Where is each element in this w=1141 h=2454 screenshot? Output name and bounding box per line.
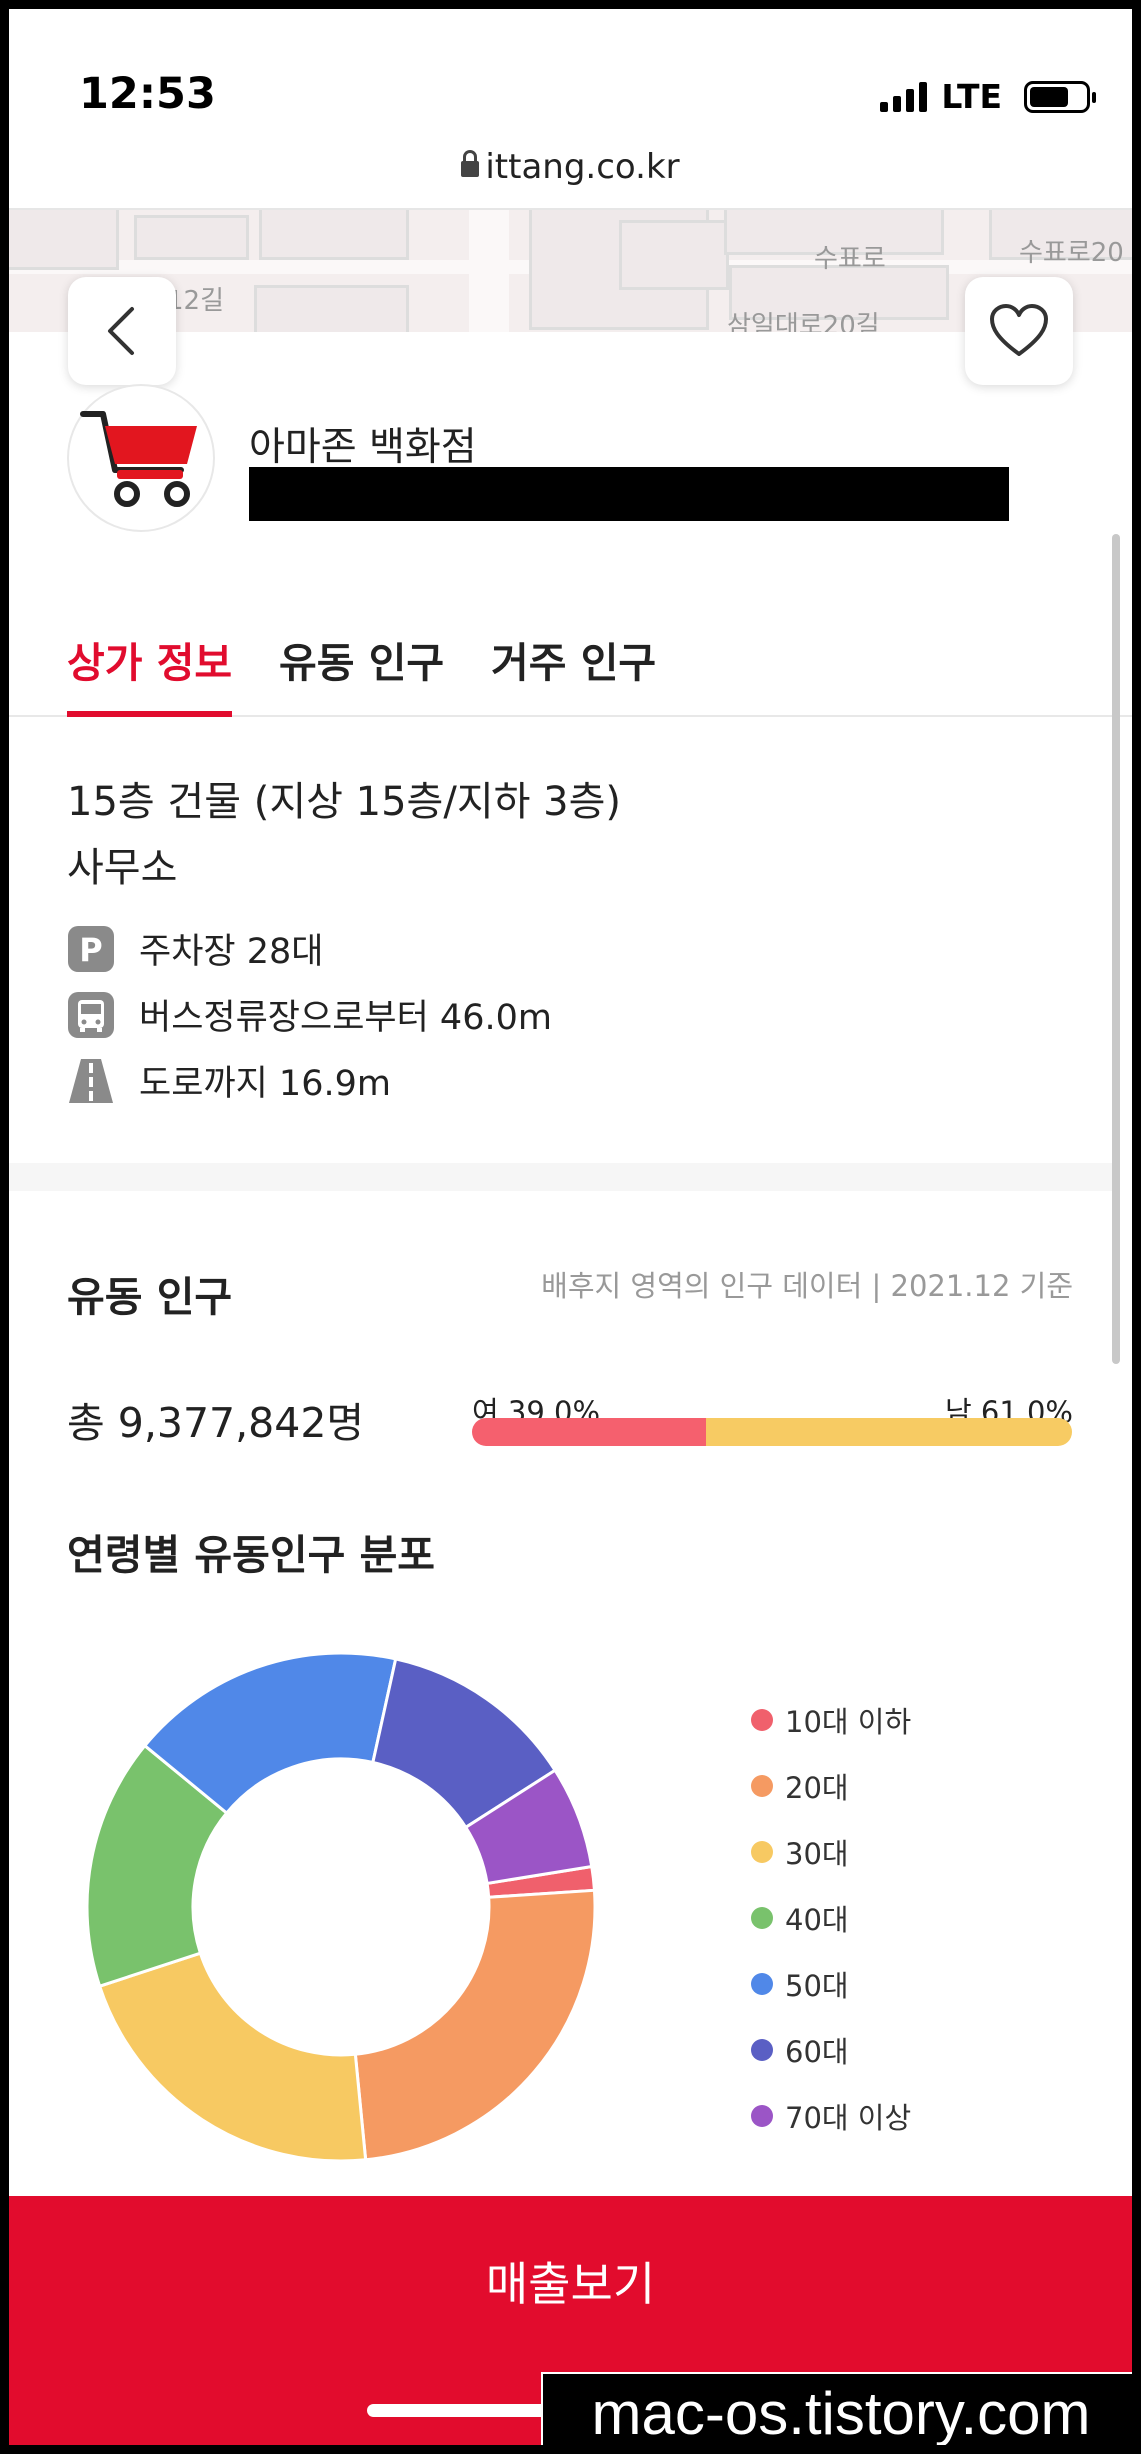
legend-item: 20대 [751,1765,849,1807]
svg-text:P: P [79,931,102,969]
battery-icon [1024,80,1096,113]
male-bar-segment [706,1418,1072,1446]
parking-icon: P [67,925,115,973]
redacted-address [249,467,1009,521]
legend-label: 10대 이하 [785,1705,912,1739]
address-bar[interactable]: ittang.co.kr [9,147,1132,187]
tab-resident-population[interactable]: 거주 인구 [491,639,657,687]
age-donut-chart [85,1651,597,2163]
active-tab-indicator [67,711,232,717]
map-view[interactable]: 12길 수표로 수표로20 삼일대로20길 [9,210,1132,332]
heart-icon [990,304,1048,356]
bus-icon [67,991,115,1039]
legend-label: 30대 [785,1837,849,1871]
road-text: 도로까지 16.9m [139,1064,391,1104]
phone-screen: 12:53 LTE ittang.co.kr 12길 수표로 수표로20 삼일대… [9,9,1132,2445]
back-button[interactable] [68,277,176,385]
feature-road: 도로까지 16.9m [67,1055,391,1106]
legend-item: 70대 이상 [751,2095,911,2137]
donut-slice-3 [97,1951,368,2163]
status-indicators: LTE [880,77,1096,116]
status-bar: 12:53 LTE [9,9,1132,149]
tab-bar: 상가 정보 유동 인구 거주 인구 [9,619,1132,717]
store-name: 아마존 백화점 [249,425,477,470]
legend-swatch [751,1907,773,1929]
floating-population-title: 유동 인구 [67,1273,233,1321]
legend-label: 60대 [785,2035,849,2069]
legend-swatch [751,2105,773,2127]
legend-label: 70대 이상 [785,2101,912,2135]
donut-slice-7 [463,1768,594,1886]
tab-floating-population[interactable]: 유동 인구 [279,639,445,687]
bus-stop-text: 버스정류장으로부터 46.0m [139,998,552,1038]
map-label: 수표로20 [1019,238,1124,268]
favorite-button[interactable] [965,277,1073,385]
shopping-cart-icon [80,411,197,507]
total-population: 총 9,377,842명 [67,1399,365,1447]
network-type: LTE [941,77,1002,116]
female-bar-segment [472,1418,706,1446]
map-label: 12길 [167,286,225,316]
store-logo [67,384,215,532]
legend-item: 60대 [751,2029,849,2071]
map-label: 삼일대로20길 [727,311,880,332]
feature-bus-stop: 버스정류장으로부터 46.0m [67,989,552,1040]
address-bar-divider [9,208,1132,210]
watermark: mac-os.tistory.com [541,2372,1132,2445]
data-source-note: 배후지 영역의 인구 데이터 | 2021.12 기준 [541,1269,1073,1303]
legend-swatch [751,1709,773,1731]
legend-swatch [751,1973,773,1995]
building-use: 사무소 [67,845,178,891]
status-time: 12:53 [79,69,216,119]
road-icon [67,1057,115,1105]
chevron-left-icon [108,307,134,355]
donut-slice-5 [142,1651,398,1816]
signal-icon [880,81,928,112]
legend-label: 20대 [785,1771,849,1805]
sales-button-label: 매출보기 [485,2257,656,2311]
parking-text: 주차장 28대 [139,932,324,972]
feature-parking: P 주차장 28대 [67,923,323,974]
legend-item: 10대 이하 [751,1699,911,1741]
legend-swatch [751,2039,773,2061]
donut-slice-2 [353,1888,597,2162]
gender-ratio-bar [472,1418,1072,1446]
building-floors: 15층 건물 (지상 15층/지하 3층) [67,779,621,825]
legend-swatch [751,1775,773,1797]
age-distribution-title: 연령별 유동인구 분포 [67,1531,436,1579]
tab-store-info[interactable]: 상가 정보 [67,639,233,687]
section-divider [9,1163,1116,1191]
donut-slice-4 [85,1743,229,1989]
scrollbar[interactable] [1112,534,1120,1364]
legend-item: 40대 [751,1897,849,1939]
legend-label: 40대 [785,1903,849,1937]
legend-label: 50대 [785,1969,849,2003]
legend-item: 30대 [751,1831,849,1873]
legend-swatch [751,1841,773,1863]
legend-item: 50대 [751,1963,849,2005]
lock-icon [461,149,480,177]
map-label: 수표로 [814,244,886,274]
url-text: ittang.co.kr [485,147,680,187]
